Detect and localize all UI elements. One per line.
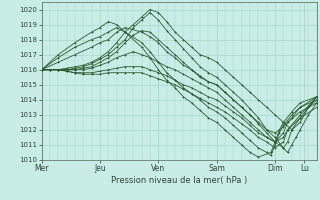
X-axis label: Pression niveau de la mer( hPa ): Pression niveau de la mer( hPa ) (111, 176, 247, 185)
